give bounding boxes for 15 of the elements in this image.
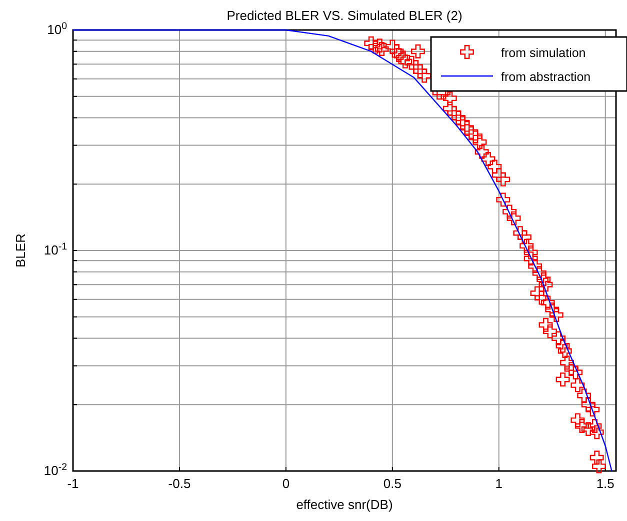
line-series bbox=[72, 29, 612, 472]
x-tick-label: -0.5 bbox=[168, 476, 191, 492]
x-tick-label: 1 bbox=[495, 476, 502, 492]
x-tick-label: 1.5 bbox=[596, 476, 614, 492]
y-axis-title: BLER bbox=[13, 234, 28, 268]
x-axis-title: effective snr(DB) bbox=[296, 497, 393, 512]
y-tick-label: 10$^{0}$ bbox=[47, 20, 68, 38]
chart-title: Predicted BLER VS. Simulated BLER (2) bbox=[226, 8, 462, 23]
y-tick-label: 10$^{-1}$ bbox=[44, 241, 67, 258]
x-tick-label: 0.5 bbox=[383, 476, 402, 492]
x-tick-label: 0 bbox=[282, 476, 290, 492]
legend-label: from abstraction bbox=[501, 70, 591, 84]
y-tick-label: 10$^{-2}$ bbox=[44, 462, 67, 478]
x-tick-label: -1 bbox=[67, 476, 79, 492]
legend-label: from simulation bbox=[501, 46, 586, 60]
